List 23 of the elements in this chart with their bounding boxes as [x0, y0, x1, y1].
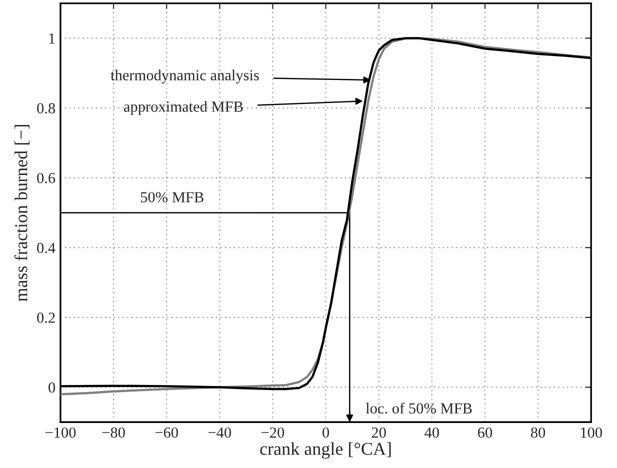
x-tick-label: 40 — [424, 427, 439, 438]
x-axis-title: crank angle [°CA] — [260, 442, 391, 459]
x-tick-label: 80 — [530, 427, 546, 438]
y-tick-label: 0.4 — [37, 242, 56, 254]
x-tick-label: 20 — [372, 427, 386, 438]
ref-line-label: 50% MFB — [140, 192, 204, 202]
y-tick-label: 0.8 — [37, 103, 56, 114]
x-tick-label: −20 — [262, 427, 284, 438]
x-tick-label: 100 — [580, 427, 602, 438]
x-tick-label: −60 — [155, 427, 178, 438]
x-tick-label: −100 — [45, 427, 76, 438]
y-axis-title: mass fraction burned [−] — [14, 124, 30, 302]
y-tick-label: 0.2 — [37, 312, 55, 323]
x-tick-label: −80 — [102, 427, 125, 438]
y-tick-label: 0 — [48, 382, 56, 393]
ref-line-label: loc. of 50% MFB — [366, 402, 472, 414]
annotation: thermodynamic analysis — [110, 70, 259, 84]
x-tick-label: 0 — [322, 427, 330, 438]
y-tick-label: 0.6 — [37, 172, 56, 184]
x-tick-label: −40 — [208, 427, 232, 438]
annotation: approximated MFB — [124, 101, 243, 115]
x-tick-label: 60 — [478, 427, 492, 438]
y-tick-label: 1 — [49, 33, 55, 44]
